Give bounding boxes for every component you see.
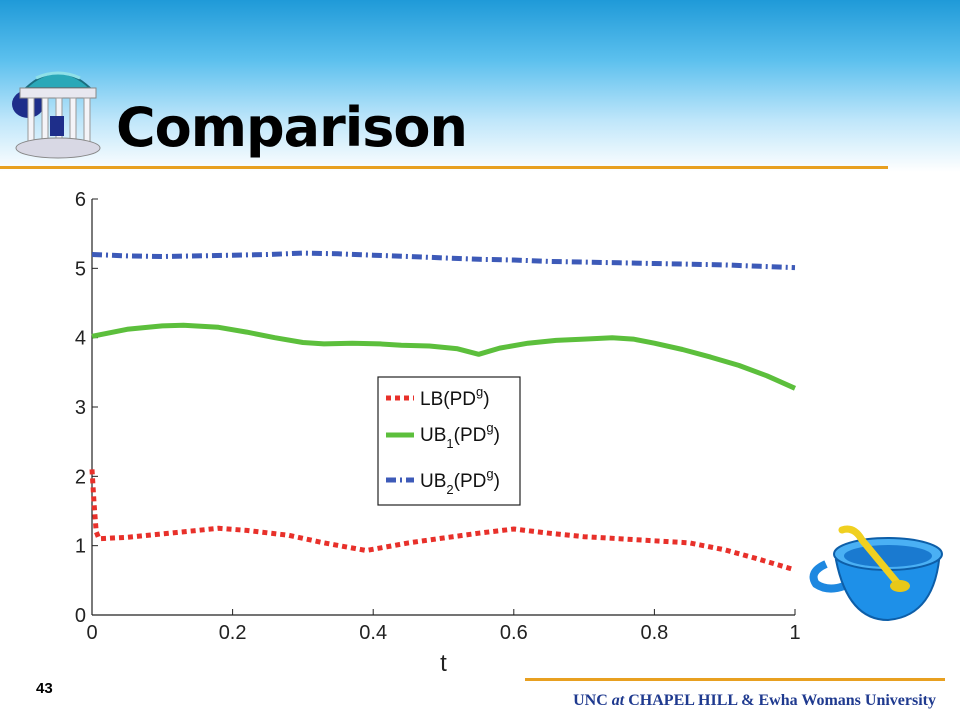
title-rule	[0, 166, 888, 169]
x-tick-label: 0.6	[500, 622, 528, 644]
series-lb-line	[89, 469, 796, 573]
y-tick-label: 6	[75, 189, 86, 211]
y-tick-label: 3	[75, 397, 86, 419]
footer-institution: UNC at CHAPEL HILL & Ewha Womans Univers…	[573, 692, 936, 709]
comparison-line-chart: 0 0.2 0.4 0.6 0.8 1 0 1 2 3 4 5 6 t LB(PDg) UB1(PDg) …	[75, 189, 801, 675]
x-tick-label: 0.8	[640, 622, 668, 644]
x-tick-label: 0.2	[219, 622, 247, 644]
header-band	[0, 0, 960, 172]
y-tick-label: 4	[75, 328, 86, 350]
old-well-logo	[12, 71, 101, 159]
y-tick-label: 2	[75, 466, 86, 488]
legend-box	[377, 376, 521, 506]
series-ub1-line	[91, 322, 797, 391]
legend-entry-ub2: UB2(PDg)	[420, 466, 500, 497]
x-tick-label: 0.4	[359, 622, 387, 644]
x-tick-label: 0	[86, 622, 97, 644]
y-tick-label: 1	[75, 536, 86, 558]
chart-axes: 0 0.2 0.4 0.6 0.8 1 0 1 2 3 4 5 6 t	[75, 189, 801, 675]
slide-title: Comparison	[116, 96, 468, 159]
x-axis-label: t	[440, 650, 447, 675]
series-ub2-line	[91, 250, 796, 271]
y-tick-label: 0	[75, 605, 86, 627]
legend-entry-ub1: UB1(PDg)	[420, 420, 500, 451]
footer-rule	[525, 678, 945, 681]
page-number: 43	[36, 680, 53, 697]
y-tick-label: 5	[75, 258, 86, 280]
legend-entry-lb: LB(PDg)	[420, 384, 490, 410]
x-tick-label: 1	[789, 622, 800, 644]
cup-with-spoon-image	[809, 525, 943, 622]
chart-series	[89, 250, 797, 573]
chart-legend: LB(PDg) UB1(PDg) UB2(PDg)	[377, 376, 521, 506]
